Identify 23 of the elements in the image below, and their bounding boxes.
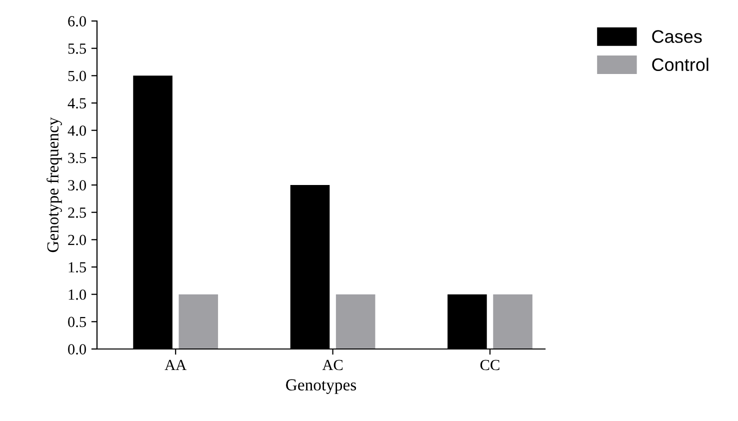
y-tick-label: 3.0 [68,180,86,191]
y-tick-label: 5.5 [68,44,86,54]
bar [178,294,218,349]
y-tick-label: 2.5 [68,208,86,218]
y-axis-title: Genotype frequency [46,117,62,252]
bar [336,294,376,349]
x-axis-title: Genotypes [286,379,356,394]
y-tick-label: 0.0 [68,344,86,355]
x-tick-label: AC [322,360,343,370]
x-tick-label: CC [480,360,500,370]
legend-label: Cases [652,30,702,43]
y-tick-label: 5.0 [68,70,86,82]
y-tick-label: 1.0 [68,289,86,300]
y-tick-label: 4.5 [68,98,86,109]
y-tick-label: 4.0 [68,125,86,136]
y-tick-label: 3.5 [68,152,86,164]
x-tick-label: AA [164,360,187,370]
legend-label: Control [652,58,708,72]
bar [493,294,532,349]
y-tick-label: 2.0 [68,234,86,246]
y-tick-label: 1.5 [68,262,86,273]
y-tick-label: 0.5 [68,316,86,328]
y-tick-label: 6.0 [68,16,86,27]
